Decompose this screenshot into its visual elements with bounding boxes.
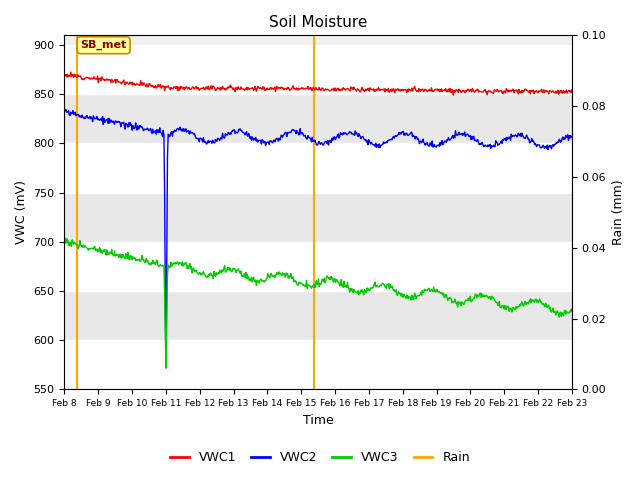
Text: SB_met: SB_met (81, 40, 127, 50)
Bar (65, 45, 572, 95)
VWC2 (123, 121, 131, 127)
VWC1 (70, 72, 78, 77)
VWC1 (123, 80, 131, 86)
Y-axis label: VWC (mV): VWC (mV) (15, 180, 28, 244)
Rain (122, 386, 130, 392)
VWC2 (62, 107, 70, 112)
Rain (394, 386, 402, 392)
Rain (380, 386, 387, 392)
VWC1 (174, 88, 182, 94)
VWC1 (380, 86, 388, 92)
Rain (200, 386, 208, 392)
VWC3 (202, 273, 209, 279)
Bar (65, 242, 572, 291)
VWC3 (162, 365, 170, 371)
Rain (173, 386, 181, 392)
Bar (65, 291, 572, 340)
VWC3 (62, 235, 70, 241)
VWC1 (395, 88, 403, 94)
VWC1 (449, 92, 457, 98)
VWC3 (61, 240, 68, 245)
Bar (65, 144, 572, 192)
Y-axis label: Rain (mm): Rain (mm) (612, 180, 625, 245)
Legend: VWC1, VWC2, VWC3, Rain: VWC1, VWC2, VWC3, Rain (165, 446, 475, 469)
VWC2 (70, 111, 78, 117)
Rain (70, 386, 77, 392)
Rain (61, 386, 68, 392)
VWC2 (61, 108, 68, 114)
VWC3 (175, 262, 182, 267)
Bar (65, 95, 572, 144)
VWC2 (202, 139, 209, 144)
Bar (65, 340, 572, 389)
VWC3 (396, 291, 404, 297)
VWC3 (123, 252, 131, 258)
VWC1 (61, 71, 68, 77)
Line: VWC3: VWC3 (65, 238, 572, 368)
VWC1 (568, 87, 576, 93)
X-axis label: Time: Time (303, 414, 333, 427)
Rain (568, 386, 576, 392)
VWC1 (201, 87, 209, 93)
VWC2 (175, 127, 182, 133)
VWC1 (67, 69, 75, 75)
VWC2 (396, 132, 404, 137)
VWC3 (381, 284, 388, 289)
VWC3 (568, 306, 576, 312)
VWC3 (70, 239, 78, 245)
VWC2 (568, 134, 576, 140)
VWC2 (381, 140, 388, 146)
Line: VWC1: VWC1 (65, 72, 572, 95)
Line: VWC2: VWC2 (65, 109, 572, 367)
VWC2 (162, 364, 170, 370)
Bar (65, 192, 572, 242)
Title: Soil Moisture: Soil Moisture (269, 15, 367, 30)
